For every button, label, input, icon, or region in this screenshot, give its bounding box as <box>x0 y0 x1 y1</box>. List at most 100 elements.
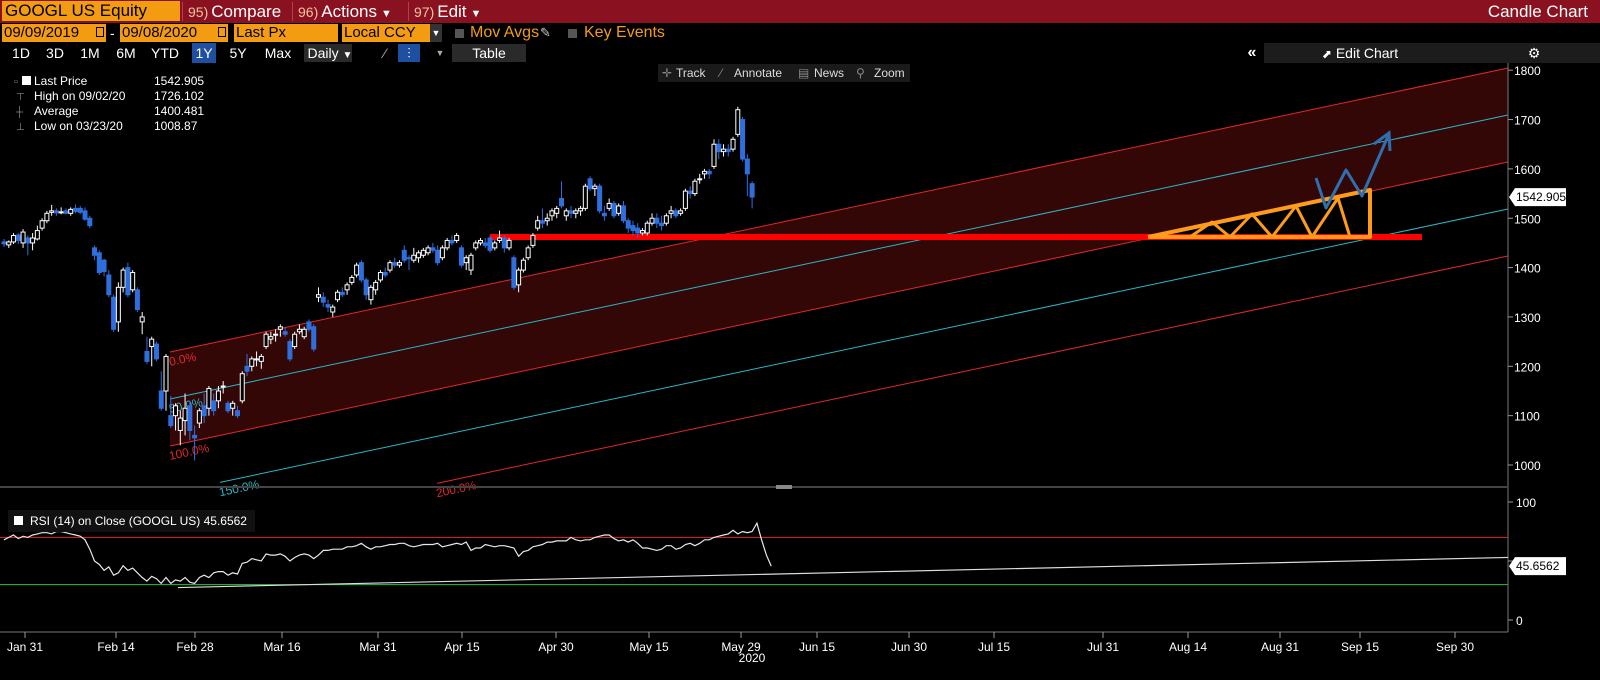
candle[interactable] <box>111 294 117 332</box>
candle[interactable] <box>640 228 646 236</box>
candle[interactable] <box>539 208 545 229</box>
candle[interactable] <box>363 277 369 300</box>
chart-area[interactable]: 0.0%50.0%100.0%150.0% 200.0% 100011001200… <box>0 63 1600 680</box>
zoom-button[interactable]: Zoom <box>874 66 905 80</box>
candle[interactable] <box>377 270 383 283</box>
candle[interactable] <box>554 205 560 219</box>
chevron-down-icon[interactable]: ▼ <box>430 24 442 42</box>
candle[interactable] <box>11 233 17 244</box>
candle[interactable] <box>701 168 707 179</box>
fib-channel-line[interactable] <box>219 208 1509 483</box>
candle[interactable] <box>125 262 131 298</box>
candle[interactable] <box>463 255 469 271</box>
candle[interactable] <box>449 235 455 246</box>
projection-arrow[interactable] <box>1314 130 1392 210</box>
rsi-line[interactable] <box>3 521 772 585</box>
candle[interactable] <box>344 282 350 295</box>
range-button-5y[interactable]: 5Y <box>229 45 247 61</box>
candle[interactable] <box>740 117 746 162</box>
candle[interactable] <box>277 324 283 337</box>
candle[interactable] <box>263 331 269 350</box>
candle[interactable] <box>168 395 174 428</box>
candle[interactable] <box>182 393 188 436</box>
fib-channel-line[interactable] <box>169 114 1509 400</box>
candle[interactable] <box>335 289 341 303</box>
projection-path[interactable] <box>1314 135 1390 210</box>
candle[interactable] <box>725 144 731 157</box>
range-button-1d[interactable]: 1D <box>12 45 30 61</box>
legend-scroll-icon[interactable]: ▫ <box>14 76 18 88</box>
candle[interactable] <box>439 245 445 261</box>
candle[interactable] <box>39 218 45 231</box>
candle[interactable] <box>706 168 712 179</box>
candle[interactable] <box>597 183 603 214</box>
candle[interactable] <box>139 312 145 335</box>
candle[interactable] <box>620 200 626 224</box>
candle[interactable] <box>406 255 412 271</box>
gear-icon[interactable]: ⚙ <box>1527 45 1541 61</box>
candle[interactable] <box>578 205 584 216</box>
candle[interactable] <box>306 319 312 332</box>
candle[interactable] <box>411 247 417 263</box>
fib-channel-line[interactable] <box>169 67 1509 353</box>
ticker-field[interactable]: GOOGL US Equity <box>2 1 180 21</box>
candle[interactable] <box>749 181 755 209</box>
candle[interactable] <box>382 267 388 278</box>
news-button[interactable]: News <box>814 66 845 80</box>
table-button[interactable]: Table <box>472 45 506 61</box>
candle[interactable] <box>201 393 207 424</box>
edit-menu[interactable]: 97) Edit ▼ <box>414 0 481 23</box>
candle-chart-icon[interactable]: ⫶ <box>398 44 420 62</box>
panel-divider[interactable] <box>0 486 1508 488</box>
candle[interactable] <box>354 262 360 278</box>
collapse-icon[interactable]: « <box>1247 44 1257 61</box>
candle[interactable] <box>15 233 21 244</box>
candle[interactable] <box>678 208 684 216</box>
candle[interactable] <box>187 400 193 441</box>
candle[interactable] <box>392 257 398 268</box>
candle[interactable] <box>225 400 231 414</box>
pencil-icon[interactable]: ✎ <box>540 25 551 40</box>
candle[interactable] <box>492 240 498 251</box>
candle[interactable] <box>192 425 198 461</box>
candle[interactable] <box>330 304 336 317</box>
candle[interactable] <box>473 240 479 251</box>
candle[interactable] <box>234 405 240 419</box>
candle[interactable] <box>501 235 507 253</box>
candle[interactable] <box>644 220 650 236</box>
candle[interactable] <box>34 225 40 241</box>
candle[interactable] <box>416 250 422 263</box>
candle[interactable] <box>582 183 588 211</box>
panel-resize-handle[interactable] <box>776 485 792 489</box>
candle[interactable] <box>230 400 236 416</box>
candle[interactable] <box>87 215 93 229</box>
candle[interactable] <box>692 178 698 197</box>
candle[interactable] <box>697 173 703 184</box>
candle[interactable] <box>115 282 121 332</box>
mov-avgs-checkbox[interactable] <box>455 29 464 38</box>
candle[interactable] <box>530 233 536 248</box>
candle[interactable] <box>268 331 274 345</box>
candle[interactable] <box>420 247 426 258</box>
candle[interactable] <box>616 203 622 216</box>
candle[interactable] <box>77 205 83 215</box>
candle[interactable] <box>349 275 355 285</box>
candle[interactable] <box>516 267 522 293</box>
candle[interactable] <box>130 270 136 293</box>
candle[interactable] <box>134 287 140 313</box>
candle[interactable] <box>549 208 555 221</box>
candle[interactable] <box>744 154 750 197</box>
candle[interactable] <box>458 245 464 268</box>
candle[interactable] <box>158 371 164 411</box>
candle[interactable] <box>482 237 488 248</box>
fib-channel-line[interactable] <box>436 255 1509 484</box>
range-button-max[interactable]: Max <box>264 45 292 61</box>
candle[interactable] <box>196 408 202 428</box>
triangle-pattern[interactable] <box>1147 188 1372 239</box>
candle[interactable] <box>296 324 302 335</box>
start-date-field[interactable]: 09/09/2019 <box>2 24 106 42</box>
annotate-button[interactable]: Annotate <box>734 66 783 80</box>
candle[interactable] <box>663 213 669 226</box>
actions-menu[interactable]: 96) Actions ▼ <box>298 0 392 23</box>
candle[interactable] <box>687 186 693 199</box>
